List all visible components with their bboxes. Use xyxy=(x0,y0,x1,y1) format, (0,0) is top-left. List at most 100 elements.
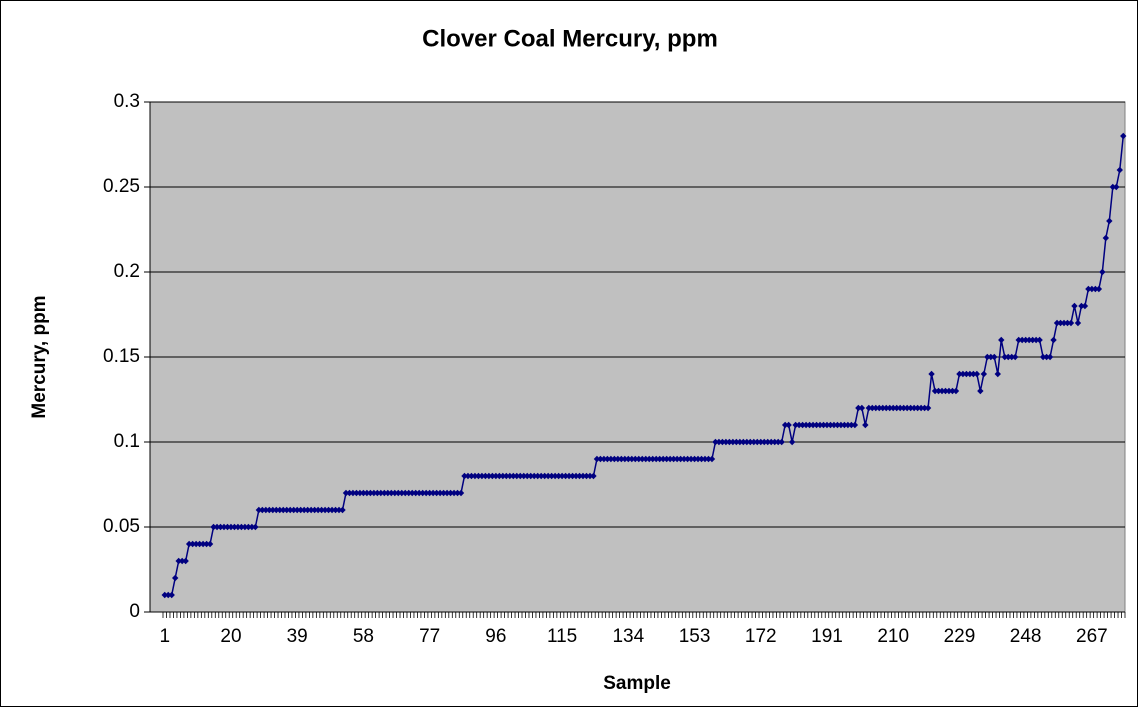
x-tick-label: 172 xyxy=(745,626,777,647)
data-point xyxy=(290,506,297,514)
data-point xyxy=(496,472,503,480)
data-point xyxy=(332,506,339,514)
data-point xyxy=(353,489,360,497)
data-point xyxy=(687,455,695,463)
data-point xyxy=(1116,166,1123,174)
data-point xyxy=(694,455,702,463)
data-point xyxy=(238,523,245,531)
data-point xyxy=(747,438,754,446)
data-point xyxy=(872,404,879,412)
data-point xyxy=(750,438,757,446)
data-point xyxy=(531,472,538,480)
data-point xyxy=(722,438,730,446)
data-point xyxy=(576,472,583,480)
data-point xyxy=(998,336,1005,344)
data-point xyxy=(656,455,663,463)
data-point xyxy=(956,370,963,378)
data-point xyxy=(1053,319,1061,327)
x-tick-label: 229 xyxy=(944,626,976,647)
x-tick-label: 191 xyxy=(811,626,843,647)
data-point xyxy=(1050,336,1057,344)
data-point xyxy=(405,489,412,497)
data-point xyxy=(461,472,468,480)
data-point xyxy=(1005,353,1012,361)
x-tick-label: 267 xyxy=(1076,626,1108,647)
data-point xyxy=(569,472,576,480)
data-point xyxy=(659,455,667,463)
data-point xyxy=(802,421,810,429)
data-point xyxy=(890,404,897,412)
data-point xyxy=(673,455,681,463)
data-point xyxy=(963,370,970,378)
data-point xyxy=(454,489,461,497)
data-point xyxy=(813,421,820,429)
data-point xyxy=(715,438,723,446)
data-point xyxy=(485,472,493,480)
data-point xyxy=(339,506,346,514)
data-point xyxy=(625,455,632,463)
data-point xyxy=(670,455,677,463)
data-point xyxy=(788,438,796,446)
data-point xyxy=(1088,285,1096,293)
data-point xyxy=(809,421,817,429)
data-point xyxy=(680,455,688,463)
data-point xyxy=(799,421,806,429)
data-point xyxy=(768,438,775,446)
data-point xyxy=(820,421,827,429)
y-tick-label: 0.25 xyxy=(103,176,140,197)
data-point xyxy=(178,557,186,565)
data-point xyxy=(165,591,172,599)
data-point xyxy=(346,489,353,497)
data-point xyxy=(367,489,374,497)
data-point xyxy=(206,540,214,548)
chart-title: Clover Coal Mercury, ppm xyxy=(422,25,718,52)
data-point xyxy=(938,387,946,395)
data-point xyxy=(618,455,625,463)
data-point xyxy=(381,489,388,497)
data-point xyxy=(189,540,196,548)
data-point xyxy=(593,455,601,463)
data-point xyxy=(280,506,287,514)
data-point xyxy=(314,506,322,514)
data-point xyxy=(1043,353,1050,361)
data-point xyxy=(980,370,988,378)
data-point xyxy=(440,489,447,497)
data-point xyxy=(524,472,531,480)
data-point xyxy=(984,353,991,361)
data-point xyxy=(949,387,956,395)
data-point xyxy=(604,455,611,463)
data-point xyxy=(307,506,315,514)
data-point xyxy=(590,472,597,480)
data-point xyxy=(649,455,656,463)
data-point xyxy=(1046,353,1054,361)
data-point xyxy=(241,523,249,531)
data-point xyxy=(412,489,419,497)
data-point xyxy=(684,455,691,463)
data-point xyxy=(1078,302,1085,310)
data-point xyxy=(182,557,189,565)
data-point xyxy=(377,489,385,497)
data-point xyxy=(1008,353,1015,361)
x-tick-label: 115 xyxy=(547,626,577,647)
y-tick-label: 0.15 xyxy=(103,346,140,367)
data-point xyxy=(537,472,545,480)
data-point xyxy=(987,353,995,361)
y-tick-label: 0 xyxy=(129,601,140,622)
data-point xyxy=(757,438,764,446)
data-point xyxy=(1067,319,1075,327)
data-point xyxy=(168,591,175,599)
y-tick-label: 0.1 xyxy=(114,431,140,452)
data-point xyxy=(771,438,778,446)
data-point xyxy=(611,455,618,463)
data-point xyxy=(551,472,559,480)
data-point xyxy=(635,455,642,463)
data-point xyxy=(1018,336,1026,344)
data-point xyxy=(942,387,949,395)
data-point xyxy=(360,489,367,497)
data-point xyxy=(300,506,308,514)
data-point xyxy=(764,438,771,446)
data-point xyxy=(171,574,179,582)
data-point xyxy=(865,404,873,412)
data-point xyxy=(994,370,1001,378)
